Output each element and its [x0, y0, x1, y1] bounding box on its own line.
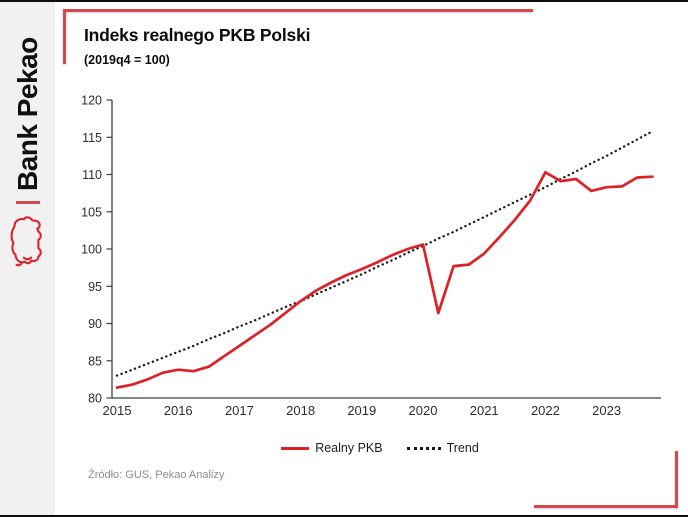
trend-line: [115, 130, 654, 377]
accent-top-left-vertical: [63, 9, 66, 64]
bison-icon: [10, 216, 42, 267]
x-tick-label: 2020: [409, 403, 438, 418]
x-tick-label: 2021: [470, 403, 499, 418]
y-tick-label: 115: [82, 131, 102, 145]
y-tick-label: 110: [82, 168, 102, 182]
gdp-line-chart: 80 85 90 95 100 105 110 115 120 2015 2016 2017 2018 2…: [81, 94, 661, 418]
source-note: Źródło: GUS, Pekao Analizy: [88, 469, 225, 481]
y-tick-label: 100: [81, 243, 102, 257]
bank-logo-lockup: Bank Pekao: [5, 10, 51, 272]
legend-item-realny-pkb: Realny PKB: [281, 441, 383, 455]
x-tick-label: 2015: [103, 403, 132, 418]
legend-swatch-trend: [406, 446, 441, 450]
legend-swatch-realny-pkb: [281, 446, 310, 450]
logo-divider: [16, 201, 40, 204]
accent-bottom-right-vertical: [675, 451, 678, 508]
y-tick-label: 105: [81, 205, 102, 219]
chart-subtitle: (2019q4 = 100): [84, 53, 170, 67]
y-tick-label: 95: [88, 280, 102, 294]
y-tick-label: 85: [88, 354, 102, 368]
x-tick-label: 2018: [286, 403, 315, 418]
x-tick-label: 2016: [164, 403, 193, 418]
bank-name: Bank Pekao: [12, 37, 43, 191]
brand-sidebar: Bank Pekao: [0, 2, 55, 515]
realny-pkb-line: [115, 170, 654, 389]
y-tick-label: 120: [81, 94, 102, 108]
chart-title: Indeks realnego PKB Polski: [84, 25, 311, 45]
bottom-border-line: [0, 515, 688, 517]
y-tick-label: 80: [88, 392, 102, 406]
x-tick-label: 2022: [531, 403, 560, 418]
x-tick-label: 2017: [225, 403, 254, 418]
x-tick-label: 2019: [347, 403, 376, 418]
chart-legend: Realny PKB Trend: [100, 438, 660, 458]
accent-bottom-right-horizontal: [534, 505, 678, 508]
legend-label-realny-pkb: Realny PKB: [315, 441, 383, 455]
y-tick-label: 90: [88, 317, 102, 331]
legend-item-trend: Trend: [406, 441, 479, 455]
legend-label-trend: Trend: [446, 441, 479, 455]
x-tick-label: 2023: [592, 403, 621, 418]
accent-top-left-horizontal: [63, 9, 533, 12]
top-border-line: [0, 0, 688, 2]
